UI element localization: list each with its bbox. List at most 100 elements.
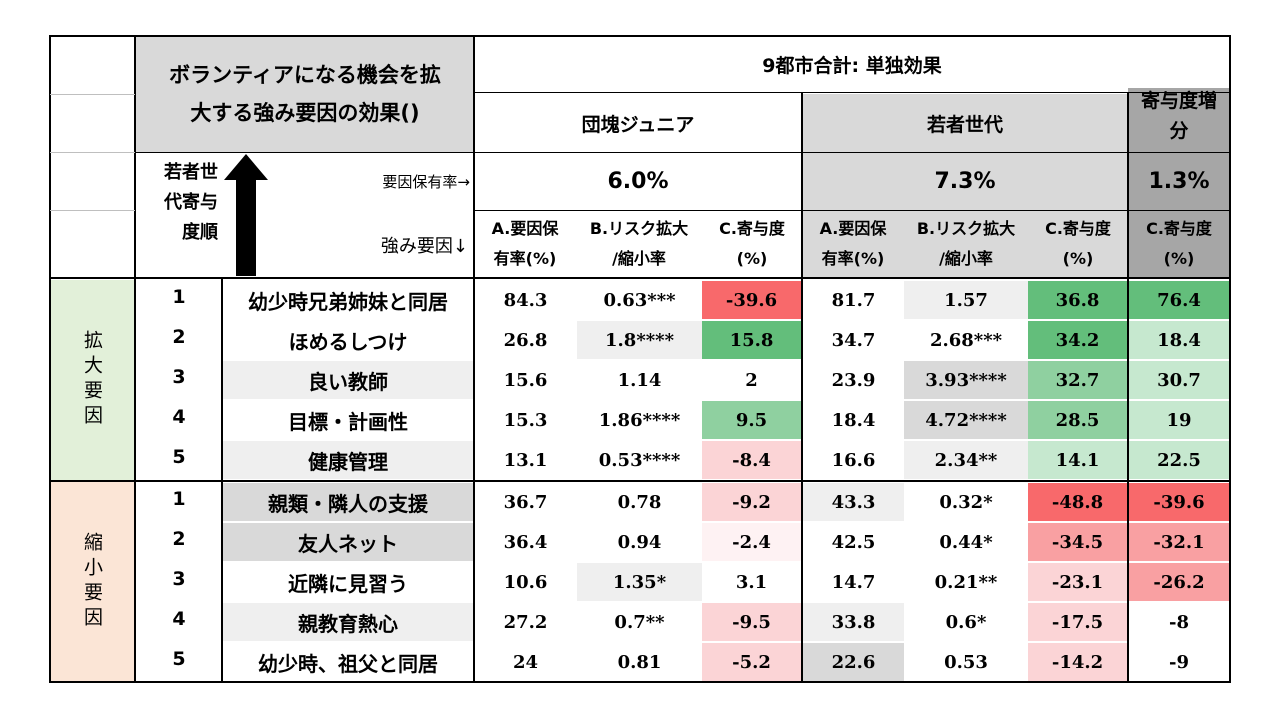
a1-cell: 24 (475, 643, 576, 681)
up-arrow-icon (224, 154, 268, 276)
rank-cell: 5 (172, 446, 186, 468)
a2-cell: 18.4 (803, 401, 904, 439)
c1-cell: 9.5 (702, 401, 801, 439)
a2-cell: 23.9 (803, 361, 904, 399)
c2-cell: -34.5 (1028, 523, 1127, 561)
b1-cell: 1.8**** (577, 321, 702, 359)
subheader-line-2: (%) (1163, 249, 1195, 268)
divider-subheader (474, 210, 1230, 211)
a2-cell: 81.7 (803, 281, 904, 319)
divider-left-3 (50, 210, 135, 211)
group3-line-1: 寄与度増 (1140, 90, 1217, 112)
section-expand-label: 拡大要因 (81, 330, 103, 430)
a2-cell: 33.8 (803, 603, 904, 641)
b1-cell: 0.94 (577, 523, 702, 561)
rank-header-line-2: 代寄与 (164, 192, 218, 213)
rank-cell: 3 (172, 568, 186, 590)
a1-cell: 36.7 (475, 483, 576, 521)
section-shrink-label: 縮小要因 (81, 532, 103, 632)
rank-cell: 5 (172, 648, 186, 670)
subheader-b-young: B.リスク拡大/縮小率 (904, 211, 1028, 277)
subheader-line-1: A.要因保 (819, 219, 887, 238)
c3-cell: 22.5 (1129, 441, 1229, 479)
c2-cell: -17.5 (1028, 603, 1127, 641)
title-line-1: ボランティアになる機会を拡 (169, 63, 441, 87)
subheader-line-1: A.要因保 (491, 219, 559, 238)
b1-cell: 0.81 (577, 643, 702, 681)
a2-cell: 16.6 (803, 441, 904, 479)
rank-header: 若者世 代寄与 度順 (136, 152, 222, 278)
subheader-line-1: B.リスク拡大 (916, 219, 1016, 238)
subheader-a-young: A.要因保 有率(%) (802, 211, 904, 277)
border-top (49, 35, 1231, 37)
divider-left-2 (50, 152, 135, 153)
border-bottom (49, 681, 1231, 683)
subheader-a-dankai: A.要因保有率(%) (474, 211, 576, 277)
subheader-line-1: C.寄与度 (1045, 219, 1111, 238)
factor-cell: 幼少時兄弟姉妹と同居 (223, 281, 473, 319)
subheader-line-2: (%) (736, 249, 768, 268)
b1-cell: 0.7** (577, 603, 702, 641)
c1-cell: -9.5 (702, 603, 801, 641)
divider-sections (50, 480, 1230, 482)
b2-cell: 0.53 (904, 643, 1028, 681)
c3-cell: -39.6 (1129, 483, 1229, 521)
divider-title (136, 152, 474, 153)
divider-col-1 (134, 36, 136, 683)
factor-cell: 近隣に見習う (223, 563, 473, 601)
b1-cell: 1.86**** (577, 401, 702, 439)
subheader-line-1: C.寄与度 (719, 219, 785, 238)
a1-cell: 15.6 (475, 361, 576, 399)
subheader-line-2: /縮小率 (939, 249, 993, 268)
b1-cell: 0.78 (577, 483, 702, 521)
rank-cell: 4 (172, 608, 186, 630)
a1-cell: 26.8 (475, 321, 576, 359)
b2-cell: 0.32* (904, 483, 1028, 521)
c1-cell: 15.8 (702, 321, 801, 359)
c2-cell: 34.2 (1028, 321, 1127, 359)
subheader-b-dankai: B.リスク拡大/縮小率 (576, 211, 702, 277)
c3-cell: -8 (1129, 603, 1229, 641)
a1-cell: 84.3 (475, 281, 576, 319)
factor-rate-label: 要因保有率→ (382, 172, 470, 191)
factor-cell: 友人ネット (223, 523, 473, 561)
factor-cell: 親類・隣人の支援 (223, 483, 473, 521)
c3-cell: 30.7 (1129, 361, 1229, 399)
divider-col-5 (1127, 92, 1129, 682)
subheader-line-1: C.寄与度 (1146, 219, 1212, 238)
c2-cell: 36.8 (1028, 281, 1127, 319)
section-expand-factors: 拡大要因 (50, 280, 135, 480)
factor-cell: ほめるしつけ (223, 321, 473, 359)
c2-cell: 32.7 (1028, 361, 1127, 399)
group-header-contribution-increase: 寄与度増 分 (1128, 88, 1230, 152)
b2-cell: 1.57 (904, 281, 1028, 319)
rate-dankai-junior: 6.0% (607, 168, 669, 194)
b1-cell: 1.35* (577, 563, 702, 601)
b1-cell: 0.63*** (577, 281, 702, 319)
rank-header-line-3: 度順 (182, 222, 218, 243)
title-line-2: 大する強み要因の効果() (190, 101, 420, 125)
subheader-c-increase: C.寄与度 (%) (1128, 211, 1230, 277)
c2-cell: -14.2 (1028, 643, 1127, 681)
strength-factor-label: 強み要因↓ (380, 236, 468, 257)
subheader-c-young: C.寄与度 (%) (1028, 211, 1128, 277)
subheader-line-2: /縮小率 (612, 249, 666, 268)
b2-cell: 2.68*** (904, 321, 1028, 359)
group3-line-2: 分 (1169, 120, 1189, 142)
factor-cell: 親教育熱心 (223, 603, 473, 641)
factor-cell: 良い教師 (223, 361, 473, 399)
c3-cell: 76.4 (1129, 281, 1229, 319)
c1-cell: -8.4 (702, 441, 801, 479)
subheader-line-2: (%) (1062, 249, 1094, 268)
c1-cell: -2.4 (702, 523, 801, 561)
b1-cell: 0.53**** (577, 441, 702, 479)
divider-left-1 (50, 94, 135, 95)
border-right (1229, 36, 1231, 683)
divider-region (474, 92, 1230, 93)
c2-cell: 28.5 (1028, 401, 1127, 439)
subheader-line-2: 有率(%) (493, 249, 557, 268)
a1-cell: 36.4 (475, 523, 576, 561)
group-header-young: 若者世代 (802, 94, 1128, 152)
c1-cell: 2 (702, 361, 801, 399)
c2-cell: 14.1 (1028, 441, 1127, 479)
